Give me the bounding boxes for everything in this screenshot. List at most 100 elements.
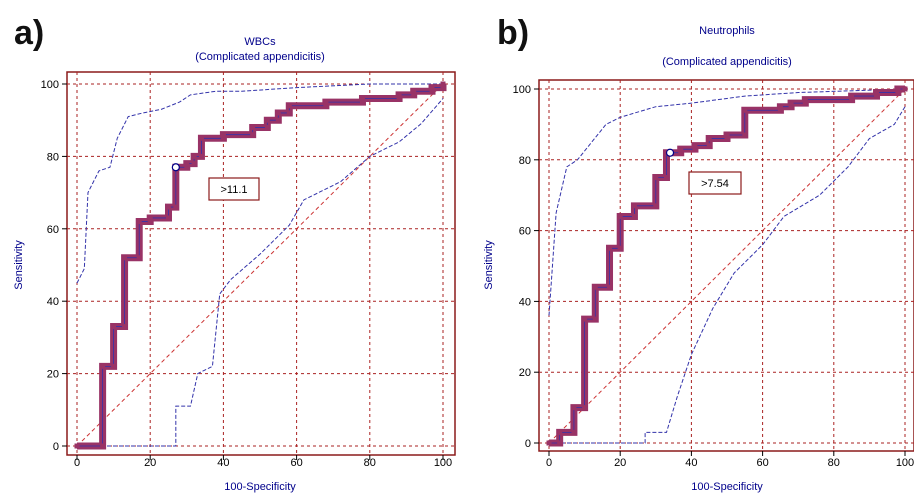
chart-a-ci-lower xyxy=(77,98,444,447)
chart-b-ci-upper xyxy=(548,88,906,316)
chart-b-roc-point xyxy=(631,213,637,219)
chart-a-roc-point xyxy=(250,124,256,130)
chart-a-ytick-label: 60 xyxy=(47,224,59,236)
chart-a-roc-point xyxy=(166,204,171,210)
chart-b-xtick-label: 20 xyxy=(614,457,626,469)
chart-b-xlabel: 100-Specificity xyxy=(691,481,763,493)
chart-b-ytick-label: 80 xyxy=(519,155,531,167)
chart-a-roc-point xyxy=(191,161,197,167)
chart-b-roc-point xyxy=(607,284,613,290)
chart-b-roc-point xyxy=(617,213,623,219)
chart-b-xtick-label: 100 xyxy=(896,457,914,469)
chart-b-reference-diagonal xyxy=(548,88,906,444)
chart-b-roc-point xyxy=(631,203,637,209)
chart-a-roc-point xyxy=(286,103,292,109)
chart-a-ylabel: Sensitivity xyxy=(13,240,25,290)
chart-b-roc-point xyxy=(788,104,794,110)
chart-a-roc-point xyxy=(440,85,446,91)
chart-a-reference-diagonal xyxy=(76,83,444,447)
chart-a-roc-point xyxy=(264,124,270,130)
chart-a-roc-point xyxy=(411,88,417,94)
chart-b-frame xyxy=(538,79,914,452)
chart-b-xtick-label: 80 xyxy=(828,457,840,469)
chart-b-ytick-label: 100 xyxy=(513,84,531,96)
chart-a-roc-point xyxy=(440,81,446,87)
chart-b-roc-point xyxy=(592,316,598,322)
panel-label-a: a) xyxy=(14,14,45,52)
chart-a-roc-point xyxy=(100,363,106,369)
chart-b-roc-point xyxy=(557,429,563,435)
chart-a-frame xyxy=(66,71,456,456)
chart-a-roc-point xyxy=(286,110,292,116)
chart-b-roc-point xyxy=(582,405,588,411)
chart-a-roc-point xyxy=(100,443,106,449)
chart-a-ytick-label: 80 xyxy=(47,151,59,163)
chart-b-roc-point xyxy=(849,97,855,103)
chart-a-xtick-label: 20 xyxy=(144,457,156,469)
chart-b-roc-point xyxy=(895,90,901,96)
chart-b-xtick-label: 40 xyxy=(685,457,697,469)
chart-a-cutoff-label: >11.1 xyxy=(220,184,247,196)
chart-a-ytick-label: 100 xyxy=(41,79,59,91)
chart-a-xtick-label: 100 xyxy=(434,457,452,469)
chart-a-roc-point xyxy=(74,443,80,449)
chart-b-title: Neutrophils xyxy=(699,25,755,37)
chart-b-roc-point xyxy=(777,104,783,110)
chart-b-roc-point xyxy=(617,245,623,251)
chart-b-roc-point xyxy=(607,245,613,251)
chart-b-roc-point xyxy=(653,175,659,180)
chart-b-roc-point xyxy=(692,143,698,149)
chart-a-roc-point xyxy=(184,164,190,170)
chart-b-roc-point xyxy=(582,316,588,322)
chart-b-ytick-label: 20 xyxy=(519,367,531,379)
chart-b-roc-point xyxy=(874,90,880,96)
chart-b-ci-lower xyxy=(549,106,906,444)
chart-a-roc-point xyxy=(396,92,402,98)
chart-b-cutoff-box: >7.54 xyxy=(688,171,742,195)
chart-a-roc-point xyxy=(323,99,329,105)
chart-b-ytick-label: 60 xyxy=(519,226,531,238)
chart-b-roc-point xyxy=(802,97,808,103)
panel-label-b: b) xyxy=(497,14,530,52)
chart-b-roc-point xyxy=(557,440,563,446)
chart-b-cutoff-marker xyxy=(665,148,675,157)
chart-b-ylabel: Sensitivity xyxy=(483,240,495,290)
chart-b-roc-point xyxy=(706,143,712,149)
chart-a-cutoff-marker xyxy=(171,163,180,172)
chart-b-roc-point xyxy=(692,146,698,152)
chart-b-roc-point xyxy=(663,175,669,180)
chart-b-xtick-label: 0 xyxy=(546,457,552,469)
chart-a-roc-point xyxy=(429,88,435,94)
chart-b-ytick-label: 0 xyxy=(525,438,531,450)
chart-b-ytick-label: 40 xyxy=(519,296,531,308)
chart-a-cutoff-box-frame xyxy=(208,177,260,201)
chart-a-roc-point xyxy=(191,153,197,159)
chart-a-roc-point xyxy=(359,95,365,101)
chart-a-roc-point xyxy=(275,110,281,116)
chart-b-roc-point xyxy=(706,136,712,142)
chart-b-roc-point xyxy=(724,132,730,138)
chart-a-roc-point xyxy=(122,324,128,330)
chart-a-roc-point xyxy=(198,153,204,159)
chart-a-ytick-label: 0 xyxy=(53,441,59,453)
chart-b-roc-point xyxy=(653,203,659,209)
chart-a-xlabel: 100-Specificity xyxy=(224,481,296,493)
chart-a-roc-point xyxy=(429,85,435,91)
chart-a-roc-point xyxy=(250,132,256,138)
chart-a-roc-point xyxy=(166,215,171,221)
chart-a-ci-upper xyxy=(76,83,443,284)
chart-b-roc-point xyxy=(724,136,730,142)
chart-b-roc-point xyxy=(571,429,577,435)
chart-a-roc-point xyxy=(111,363,117,369)
chart-b-roc-point xyxy=(678,146,684,152)
chart-a-xtick-label: 60 xyxy=(290,457,302,469)
chart-b-roc-centerline xyxy=(549,88,905,444)
chart-b-xtick-label: 60 xyxy=(756,457,768,469)
chart-b-roc-point xyxy=(546,440,552,446)
chart-b-roc-point xyxy=(742,107,748,113)
chart-b-roc-point xyxy=(895,86,901,92)
chart-b-roc-point xyxy=(571,405,577,411)
chart-b-roc-point xyxy=(849,93,855,99)
chart-b-roc-point xyxy=(678,150,684,156)
